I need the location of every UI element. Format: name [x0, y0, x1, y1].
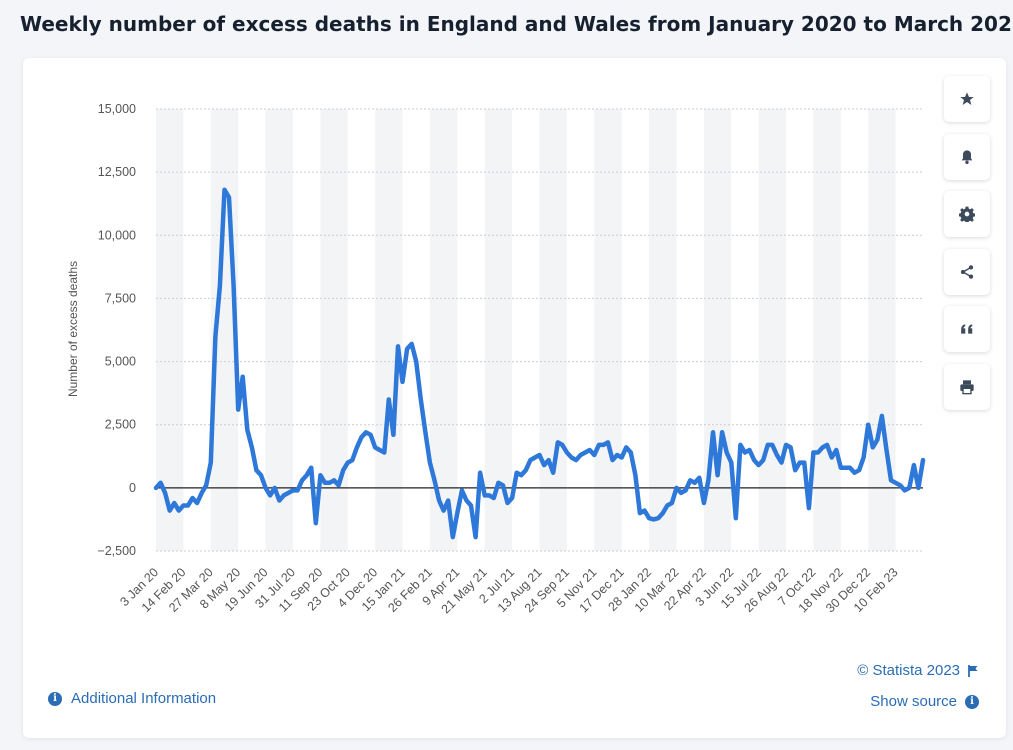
chart-band [265, 109, 293, 551]
y-tick-label: 7,500 [105, 291, 136, 305]
favorite-button[interactable] [944, 76, 990, 122]
chart-band [484, 109, 513, 551]
print-button[interactable] [944, 363, 990, 410]
chart-band [156, 109, 184, 551]
chart-band [758, 109, 787, 551]
gear-icon [959, 206, 975, 222]
y-tick-label: 15,000 [98, 102, 136, 116]
chart-band [813, 109, 841, 551]
y-tick-label: 12,500 [98, 165, 136, 179]
copyright-label: © Statista 2023 [857, 662, 960, 679]
chart-band [375, 109, 403, 551]
chart-gridlines [156, 108, 923, 552]
y-tick-label: 5,000 [105, 355, 136, 369]
y-tick-label: −2,500 [97, 544, 136, 558]
chart-series [153, 187, 926, 540]
print-icon [960, 379, 974, 394]
additional-information-link[interactable]: i Additional Information [48, 690, 216, 707]
chart-bands [156, 109, 896, 551]
info-icon: i [48, 691, 62, 706]
y-tick-label: 2,500 [105, 418, 136, 432]
star-icon [960, 92, 974, 105]
y-tick-label: 0 [129, 481, 136, 495]
chart-band [649, 109, 677, 551]
show-source-label: Show source [870, 693, 957, 710]
flag-icon [968, 664, 978, 677]
y-axis-ticks: −2,500 0 2,500 5,000 7,500 10,000 12,500 15,000 [97, 102, 136, 558]
additional-information-label: Additional Information [71, 690, 217, 707]
bell-icon [961, 149, 973, 164]
chart-card [23, 58, 1006, 738]
chart-toolbar [944, 76, 990, 421]
share-icon [960, 264, 974, 279]
quote-icon [961, 324, 973, 334]
show-source-link[interactable]: Show source i [870, 693, 979, 710]
chart-band [539, 109, 567, 551]
info-icon: i [965, 694, 979, 709]
page-title: Weekly number of excess deaths in Englan… [20, 12, 1013, 36]
y-tick-label: 10,000 [98, 228, 136, 242]
chart-band [594, 109, 622, 551]
chart-band [868, 109, 896, 551]
share-button[interactable] [944, 248, 990, 295]
settings-button[interactable] [944, 191, 990, 237]
copyright-link[interactable]: © Statista 2023 [857, 662, 979, 679]
notification-button[interactable] [944, 133, 990, 180]
y-axis-label: Number of excess deaths [66, 261, 80, 397]
cite-button[interactable] [944, 306, 990, 352]
